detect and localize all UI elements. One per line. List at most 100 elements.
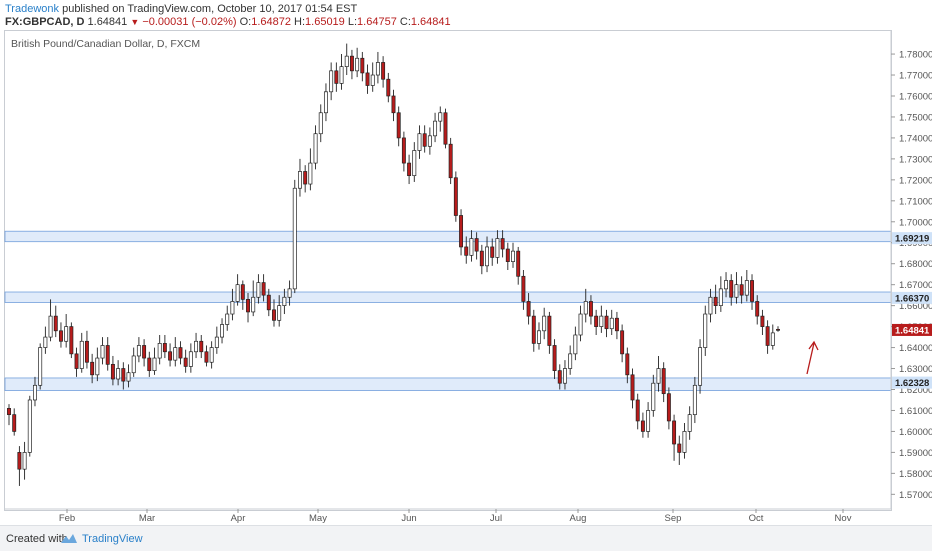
candle-body: [537, 330, 541, 344]
candle-body: [495, 238, 500, 258]
candle-body: [391, 95, 396, 114]
candle-body: [157, 343, 162, 359]
candle-body: [287, 288, 292, 298]
candle-body: [760, 315, 765, 327]
candle-body: [95, 357, 100, 376]
y-tick-label: 1.78000: [899, 50, 932, 61]
publish-line: Tradewonk published on TradingView.com, …: [5, 3, 357, 15]
tradingview-brand-link[interactable]: TradingView: [82, 533, 143, 545]
candle-body: [235, 284, 240, 302]
candle-body: [417, 133, 422, 151]
candle-body: [500, 238, 505, 250]
candle-body: [43, 336, 48, 348]
candle-body: [246, 299, 250, 313]
candle-body: [692, 384, 697, 416]
candle-body: [209, 347, 214, 363]
y-tick-label: 1.71000: [899, 196, 932, 207]
candle-body: [365, 72, 370, 86]
candle-body: [313, 133, 318, 164]
candle-body: [588, 301, 593, 317]
candle-body: [334, 70, 339, 84]
candle-body: [339, 66, 344, 84]
candle-body: [308, 162, 313, 185]
candle-body: [479, 250, 484, 267]
candle-body: [511, 250, 515, 262]
x-tick-label: Aug: [570, 513, 587, 524]
candle-body: [256, 282, 261, 298]
candle-body: [230, 301, 235, 315]
candle-body: [474, 238, 479, 252]
candle-body: [698, 347, 703, 386]
support-resistance-zone: [4, 377, 892, 391]
annotation-arrow-shaft: [806, 342, 815, 375]
y-tick-label: 1.67000: [899, 280, 932, 291]
support-resistance-zone: [4, 291, 892, 303]
x-tick-label: Oct: [749, 513, 764, 524]
candle-body: [485, 246, 489, 267]
y-tick-label: 1.63000: [899, 364, 932, 375]
candle-body: [349, 55, 354, 72]
candle-body: [765, 326, 770, 346]
candle-body: [620, 330, 625, 355]
candle-body: [116, 368, 121, 380]
candle-body: [713, 296, 718, 306]
x-tick-label: Apr: [231, 513, 246, 524]
candle-body: [344, 55, 349, 67]
price-tag-label: 1.64841: [895, 325, 930, 336]
candle-body: [469, 238, 474, 256]
y-tick-label: 1.73000: [899, 154, 932, 165]
candle-body: [17, 452, 22, 470]
candle-body: [370, 74, 375, 86]
candle-body: [563, 368, 567, 384]
candle-body: [630, 374, 635, 401]
candle-body: [594, 315, 599, 327]
candle-body: [194, 340, 199, 353]
candle-body: [547, 315, 552, 346]
candle-body: [640, 420, 645, 432]
y-tick-label: 1.68000: [899, 259, 932, 270]
candle-body: [220, 324, 224, 338]
candle-body: [573, 334, 578, 355]
candle-body: [136, 345, 141, 357]
candle-body: [427, 135, 432, 147]
price-tag: [892, 291, 932, 304]
candle-body: [750, 280, 754, 302]
candle-body: [318, 112, 323, 135]
candle-body: [225, 313, 230, 325]
candle-body: [739, 284, 744, 296]
candle-body: [703, 313, 708, 348]
author-link[interactable]: Tradewonk: [5, 3, 60, 15]
candle-body: [90, 361, 95, 376]
candle-body: [614, 317, 619, 332]
tradingview-logo-icon[interactable]: [60, 533, 78, 548]
candle-body: [776, 328, 780, 331]
candle-body: [396, 112, 401, 139]
candle-body: [453, 177, 458, 216]
candle-body: [292, 187, 297, 290]
annotation-arrow-head: [808, 340, 819, 351]
candle-body: [625, 353, 630, 376]
chart-header: Tradewonk published on TradingView.com, …: [0, 0, 932, 30]
candle-body: [323, 91, 328, 114]
price-tag: [892, 323, 932, 336]
last-price: 1.64841: [87, 16, 128, 28]
candle-body: [261, 282, 266, 296]
candle-body: [147, 357, 152, 371]
candle-body: [251, 296, 256, 313]
candle-body: [375, 62, 380, 76]
high-value: 1.65019: [305, 16, 345, 28]
candle-body: [48, 315, 53, 338]
symbol-label: FX:GBPCAD, D: [5, 16, 85, 28]
candle-body: [74, 353, 79, 369]
candle-body: [661, 368, 666, 395]
candle-body: [718, 288, 723, 306]
price-tag-label: 1.66370: [895, 293, 929, 304]
candle-body: [682, 431, 687, 453]
price-chart[interactable]: 1.57000 1.58000 1.59000 1.60000 1.61000 1.620…: [0, 0, 932, 525]
y-tick-label: 1.76000: [899, 91, 932, 102]
candle-body: [199, 340, 204, 353]
y-tick-label: 1.59000: [899, 448, 932, 459]
candle-body: [407, 162, 412, 177]
y-tick-label: 1.60000: [899, 427, 932, 438]
candle-body: [126, 372, 131, 382]
